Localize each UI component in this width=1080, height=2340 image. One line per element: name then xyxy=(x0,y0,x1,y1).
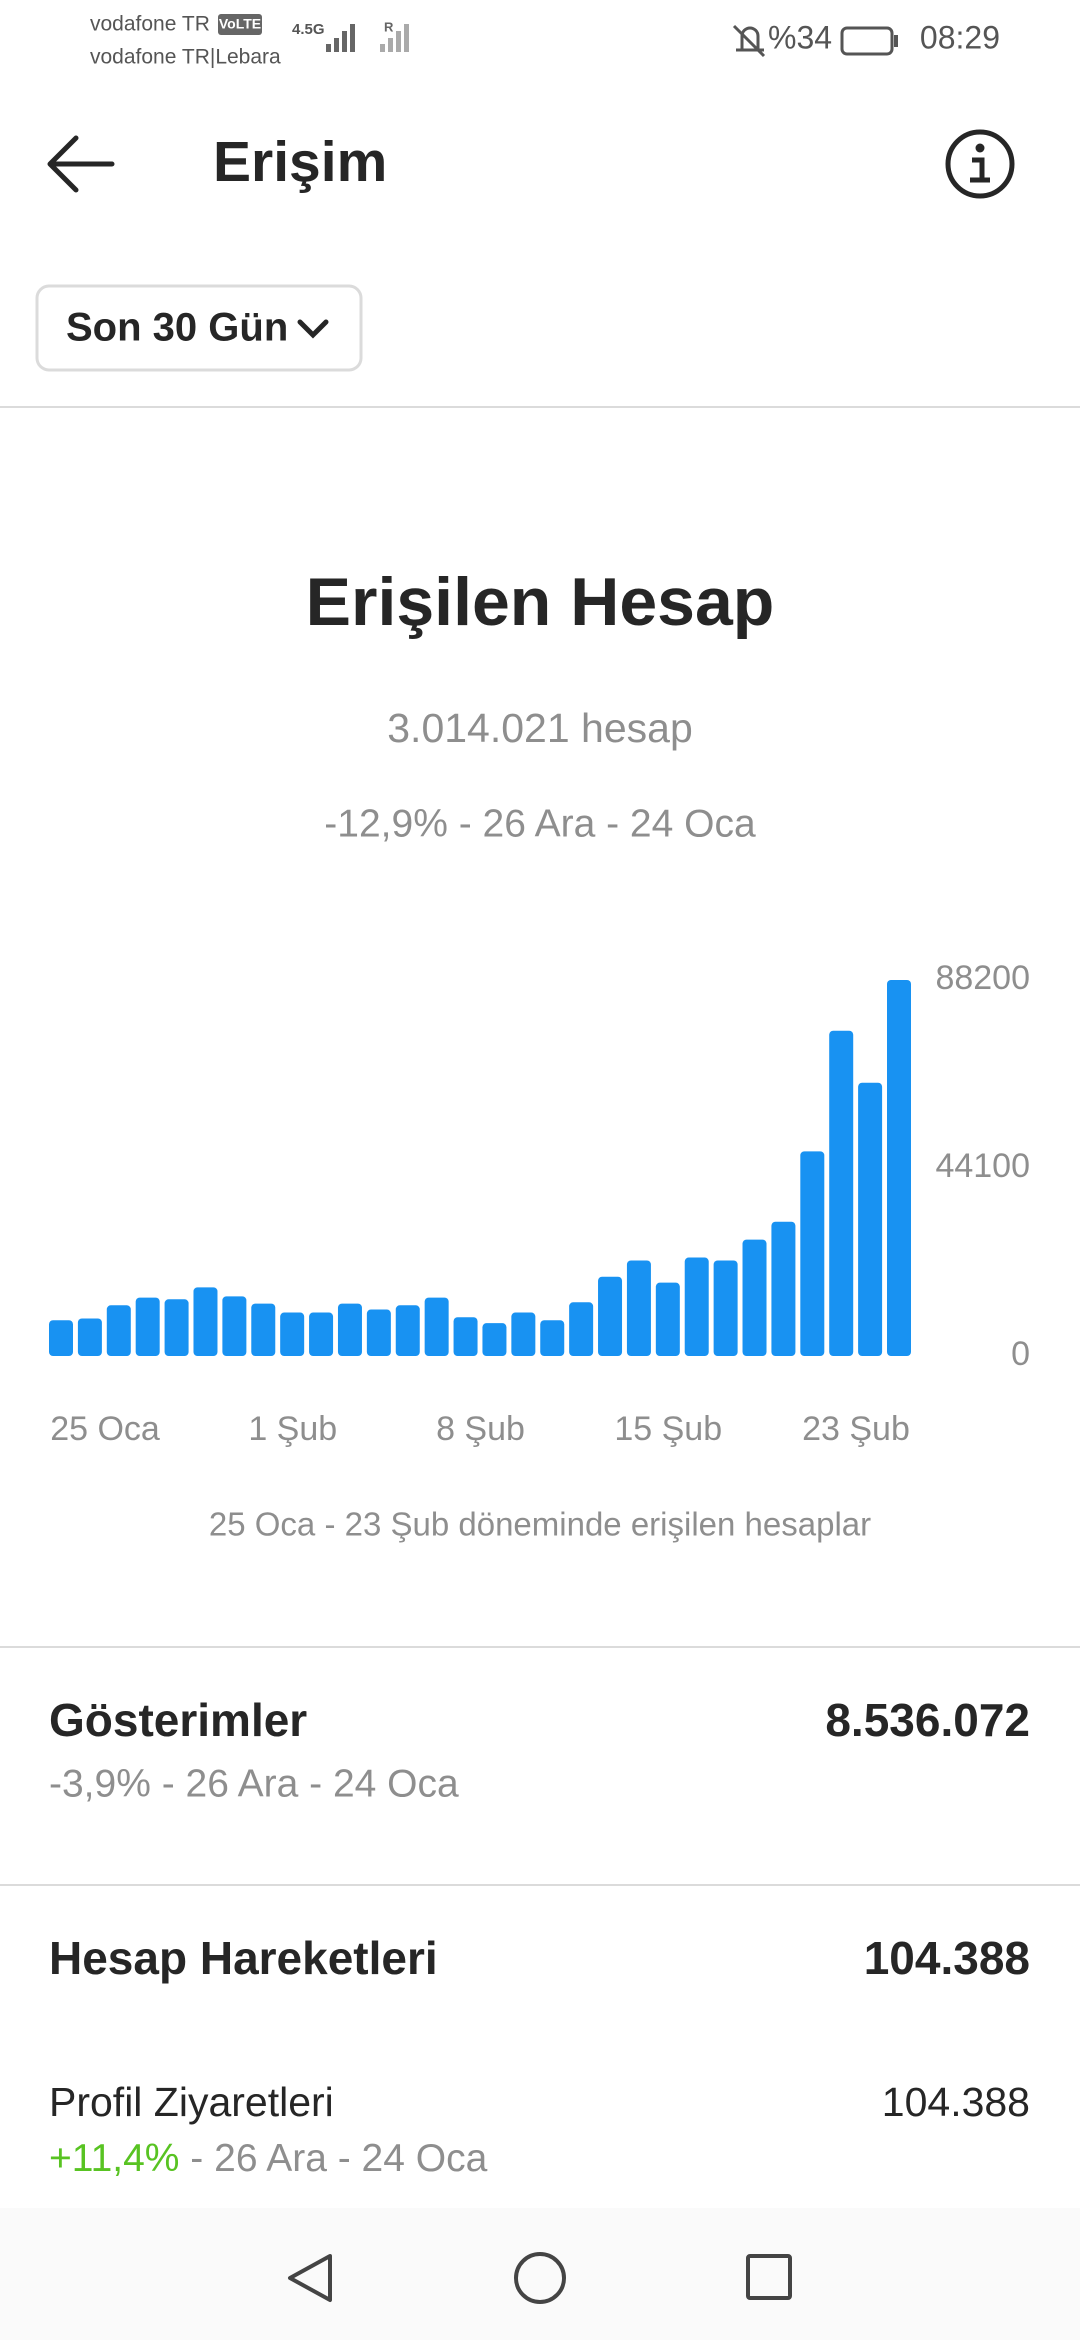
bar xyxy=(684,1257,709,1356)
section-title: Erişilen Hesap xyxy=(306,564,775,640)
chart-caption: 25 Oca - 23 Şub döneminde erişilen hesap… xyxy=(209,1506,871,1543)
x-tick-label: 15 Şub xyxy=(614,1410,722,1448)
nav-back[interactable] xyxy=(288,2254,332,2302)
carrier: vodafone TR|Lebara xyxy=(90,46,281,69)
bar xyxy=(540,1320,565,1356)
period: - 26 Ara - 24 Oca xyxy=(179,2137,487,2180)
bar xyxy=(106,1305,131,1356)
metric-change: -3,9% - 26 Ara - 24 Oca xyxy=(49,1762,459,1805)
metric-value: 104.388 xyxy=(882,2079,1030,2125)
bar xyxy=(77,1318,102,1356)
dropdown-chevron xyxy=(297,319,329,339)
bar xyxy=(366,1309,391,1356)
bar xyxy=(309,1312,334,1356)
nav-home[interactable] xyxy=(514,2252,566,2304)
bar xyxy=(49,1320,73,1356)
metric-value: 8.536.072 xyxy=(825,1694,1030,1746)
metric-label: Profil Ziyaretleri xyxy=(49,2079,334,2125)
volte: VoLTE xyxy=(219,16,261,32)
carrier: vodafone TR xyxy=(90,13,210,36)
bar xyxy=(424,1297,449,1356)
volte-badge xyxy=(218,14,262,35)
bar-chart: 0 44100 88200 25 Oca 1 Şub 8 Şub 15 Şub 23 Şub xyxy=(49,959,1030,1448)
bar xyxy=(742,1239,767,1356)
battery-tip xyxy=(894,35,898,47)
x-tick-label: 25 Oca xyxy=(50,1410,160,1448)
signal-icon xyxy=(380,24,409,52)
info-button[interactable] xyxy=(945,129,1015,199)
nav-bar xyxy=(0,2208,1080,2340)
bar xyxy=(453,1317,478,1356)
bar xyxy=(337,1303,362,1356)
battery-percent: %34 xyxy=(768,19,832,55)
clock: 08:29 xyxy=(920,19,1000,55)
metric-label: Gösterimler xyxy=(49,1694,307,1746)
positive-change: +11,4% xyxy=(49,2137,179,2180)
y-tick-label: 88200 xyxy=(935,959,1030,997)
bar xyxy=(193,1287,218,1356)
bar xyxy=(713,1260,738,1356)
bar xyxy=(395,1305,420,1356)
bar xyxy=(569,1302,594,1356)
bar xyxy=(858,1082,883,1356)
bar xyxy=(800,1151,825,1356)
nav-recents[interactable] xyxy=(746,2254,792,2300)
metric-label: Hesap Hareketleri xyxy=(49,1932,438,1984)
network: 4.5G xyxy=(292,21,325,38)
back-button[interactable] xyxy=(47,135,115,193)
metric-change: +11,4% - 26 Ara - 24 Oca xyxy=(49,2137,488,2180)
metric-value: 104.388 xyxy=(864,1932,1030,1984)
period-dropdown[interactable] xyxy=(35,284,363,372)
bar xyxy=(482,1323,507,1356)
bar xyxy=(626,1260,651,1356)
bar xyxy=(251,1303,276,1356)
x-tick-label: 8 Şub xyxy=(436,1410,525,1448)
x-tick-label: 1 Şub xyxy=(248,1410,337,1448)
x-tick-label: 23 Şub xyxy=(802,1410,910,1448)
bar xyxy=(829,1030,854,1356)
signal-icon xyxy=(326,24,355,52)
bar xyxy=(598,1276,623,1356)
y-tick-label: 0 xyxy=(1011,1335,1030,1373)
bar xyxy=(280,1312,305,1356)
bar xyxy=(655,1282,680,1356)
bar xyxy=(771,1221,796,1356)
page-title: Erişim xyxy=(213,130,387,194)
roaming: R xyxy=(384,19,394,34)
bar xyxy=(222,1296,247,1356)
battery-icon xyxy=(840,26,894,56)
period-label: Son 30 Gün xyxy=(66,306,288,350)
y-tick-label: 44100 xyxy=(935,1147,1030,1185)
bar xyxy=(135,1297,160,1356)
bar xyxy=(887,980,911,1356)
change: -12,9% - 26 Ara - 24 Oca xyxy=(324,802,756,845)
bar xyxy=(511,1312,536,1356)
total: 3.014.021 hesap xyxy=(387,705,693,751)
mute-icon xyxy=(732,24,766,58)
bar xyxy=(164,1299,189,1356)
